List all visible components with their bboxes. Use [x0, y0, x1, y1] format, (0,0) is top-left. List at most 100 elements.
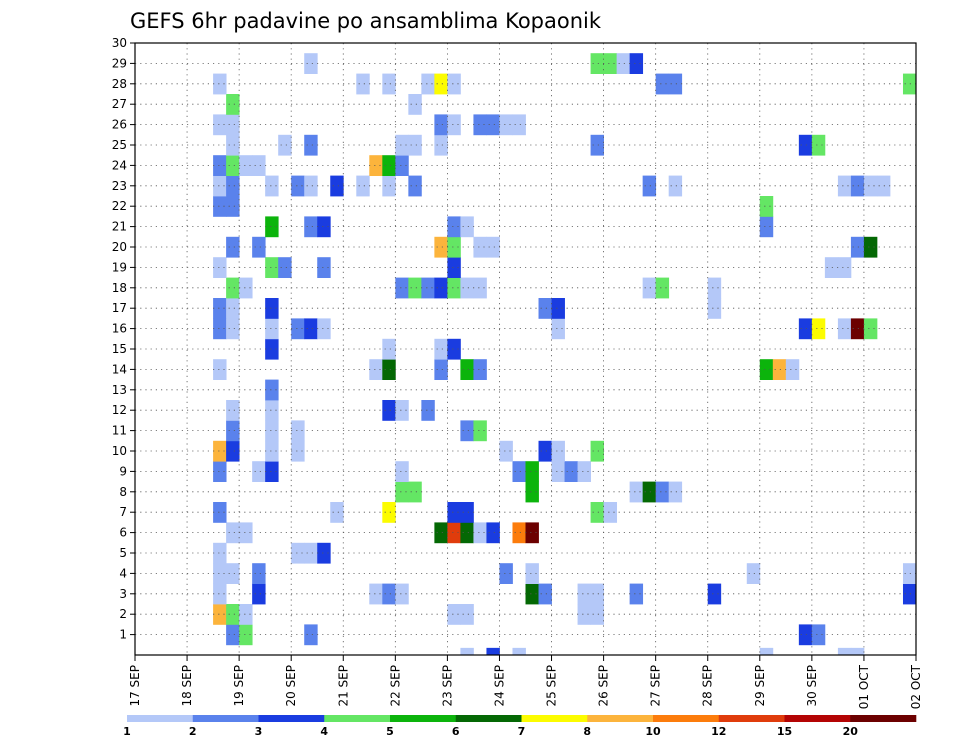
- y-tick-label: 26: [112, 118, 127, 132]
- x-tick-label: 02 OCT: [909, 664, 923, 709]
- heatmap-cell: [863, 175, 878, 197]
- heatmap-cell: [265, 175, 279, 197]
- heatmap-cell: [265, 318, 279, 340]
- heatmap-cell: [434, 134, 448, 156]
- colorbar-swatch: [521, 715, 588, 722]
- heatmap-cell: [447, 216, 461, 238]
- colorbar-swatch: [784, 715, 851, 722]
- heatmap-cell: [772, 359, 787, 380]
- colorbar-tick-label: 10: [645, 725, 661, 738]
- colorbar-swatch: [258, 715, 325, 722]
- heatmap-cell: [811, 134, 826, 156]
- y-tick-label: 12: [112, 403, 127, 417]
- heatmap-cell: [213, 318, 227, 340]
- heatmap-cell: [226, 420, 240, 442]
- heatmap-cell: [863, 236, 878, 258]
- heatmap-cell: [369, 359, 383, 380]
- heatmap-cells: [213, 53, 917, 655]
- heatmap-cell: [408, 481, 422, 503]
- heatmap-cell: [655, 277, 670, 299]
- x-tick-label: 29 SEP: [753, 665, 767, 707]
- colorbar-swatch: [324, 715, 391, 722]
- heatmap-cell: [278, 257, 292, 278]
- heatmap-cell: [460, 522, 474, 544]
- y-tick-label: 19: [112, 260, 127, 274]
- heatmap-cell: [317, 542, 331, 564]
- y-tick-label: 8: [119, 485, 127, 499]
- heatmap-cell: [395, 461, 409, 482]
- y-tick-label: 28: [112, 77, 127, 91]
- heatmap-cell: [304, 53, 318, 74]
- heatmap-cell: [421, 400, 435, 421]
- y-tick-label: 25: [112, 138, 127, 152]
- heatmap-cell: [473, 114, 487, 136]
- heatmap-cell: [239, 624, 253, 646]
- colorbar-tick-label: 15: [777, 725, 792, 738]
- y-tick-label: 20: [112, 240, 127, 254]
- heatmap-cell: [512, 461, 526, 482]
- heatmap-cell: [473, 277, 487, 299]
- heatmap-cell: [291, 420, 305, 442]
- heatmap-cell: [473, 420, 487, 442]
- chart-title: GEFS 6hr padavine po ansamblima Kopaonik: [130, 9, 602, 33]
- heatmap-cell: [668, 481, 683, 503]
- heatmap-cell: [759, 647, 774, 655]
- heatmap-cell: [213, 175, 227, 197]
- heatmap-cell: [447, 73, 461, 95]
- colorbar-tick-label: 8: [583, 725, 591, 738]
- heatmap-cell: [252, 461, 266, 482]
- heatmap-cell: [837, 647, 852, 655]
- heatmap-cell: [213, 440, 227, 462]
- heatmap-cell: [759, 196, 774, 217]
- heatmap-cell: [278, 134, 292, 156]
- heatmap-cell: [486, 522, 500, 544]
- grid-lines: [135, 43, 916, 655]
- heatmap-cell: [512, 647, 526, 655]
- heatmap-cell: [213, 461, 227, 482]
- colorbar-swatch: [718, 715, 785, 722]
- heatmap-cell: [226, 175, 240, 197]
- colorbar-swatch: [127, 715, 194, 722]
- heatmap-cell: [551, 440, 565, 462]
- heatmap-cell: [291, 440, 305, 462]
- heatmap-cell: [590, 134, 604, 156]
- heatmap-cell: [707, 298, 722, 319]
- heatmap-cell: [434, 359, 448, 380]
- heatmap-cell: [395, 155, 409, 176]
- heatmap-cell: [642, 277, 657, 299]
- heatmap-cell: [902, 73, 917, 95]
- colorbar-swatch: [390, 715, 457, 722]
- colorbar-tick-label: 20: [843, 725, 859, 738]
- heatmap-cell: [434, 114, 448, 136]
- heatmap-cell: [304, 134, 318, 156]
- heatmap-cell: [382, 583, 396, 605]
- heatmap-cell: [902, 583, 917, 605]
- heatmap-cell: [707, 277, 722, 299]
- heatmap-cell: [863, 318, 878, 340]
- heatmap-cell: [577, 461, 591, 482]
- heatmap-cell: [226, 298, 240, 319]
- heatmap-cell: [395, 134, 409, 156]
- heatmap-cell: [837, 257, 852, 278]
- heatmap-cell: [590, 502, 604, 523]
- heatmap-cell: [395, 583, 409, 605]
- heatmap-cell: [629, 583, 644, 605]
- heatmap-cell: [512, 522, 526, 544]
- heatmap-cell: [499, 114, 513, 136]
- heatmap-cell: [239, 277, 253, 299]
- y-tick-label: 6: [119, 526, 127, 540]
- heatmap-cell: [265, 338, 279, 360]
- heatmap-cell: [473, 522, 487, 544]
- heatmap-cell: [265, 379, 279, 401]
- y-tick-label: 30: [112, 36, 127, 50]
- heatmap-cell: [226, 114, 240, 136]
- heatmap-cell: [850, 647, 865, 655]
- heatmap-cell: [434, 338, 448, 360]
- colorbar-swatch: [455, 715, 522, 722]
- heatmap-cell: [551, 461, 565, 482]
- heatmap-cell: [447, 114, 461, 136]
- heatmap-cell: [395, 277, 409, 299]
- heatmap-cell: [356, 175, 370, 197]
- heatmap-cell: [447, 604, 461, 625]
- heatmap-cell: [551, 298, 565, 319]
